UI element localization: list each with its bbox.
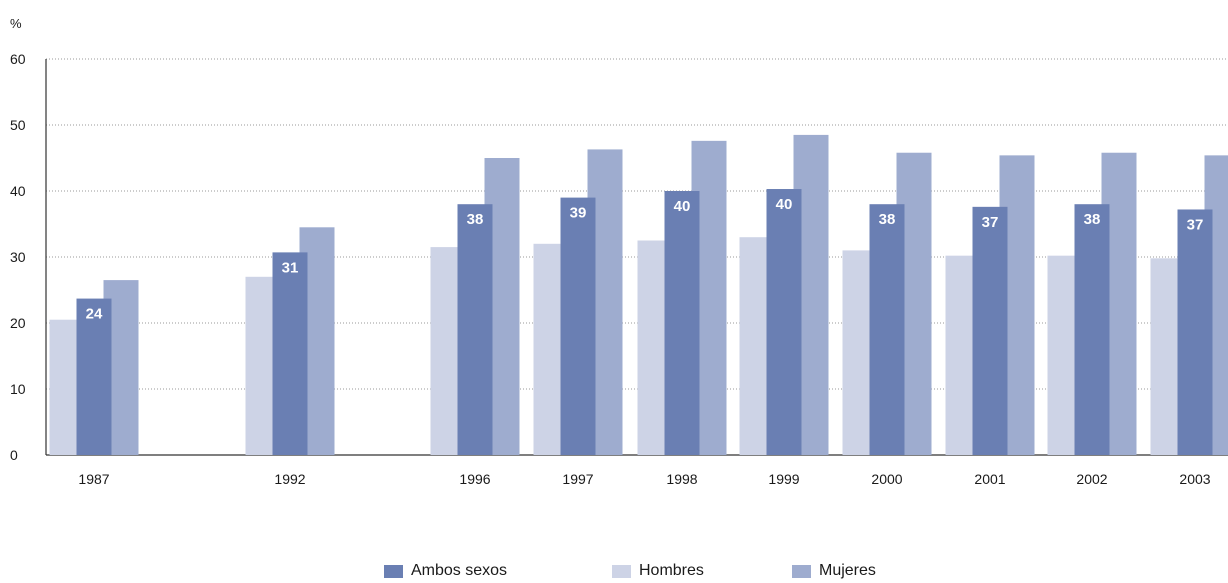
- data-label: 38: [879, 211, 896, 228]
- legend-label-ambos-sexos: Ambos sexos: [411, 562, 508, 579]
- data-label: 38: [467, 211, 484, 228]
- legend-label-mujeres: Mujeres: [819, 562, 876, 579]
- x-tick-label: 1997: [562, 471, 593, 487]
- x-tick-label: 2003: [1179, 471, 1210, 487]
- data-label: 31: [282, 259, 299, 276]
- bar-ambos-sexos: [1074, 204, 1110, 455]
- x-tick-label: 1992: [274, 471, 305, 487]
- data-label: 38: [1084, 211, 1101, 228]
- y-tick-label: 0: [10, 447, 18, 463]
- y-unit-label: %: [10, 16, 22, 31]
- bar-ambos-sexos: [869, 204, 905, 455]
- bar-ambos-sexos: [1177, 209, 1213, 455]
- legend: Ambos sexos Hombres Mujeres: [0, 560, 1228, 582]
- x-tick-label: 1996: [459, 471, 490, 487]
- data-label: 24: [86, 306, 103, 323]
- bar-ambos-sexos: [457, 204, 493, 455]
- data-label: 40: [674, 198, 691, 215]
- legend-item-mujeres: Mujeres: [792, 560, 876, 582]
- data-label: 37: [1187, 216, 1204, 233]
- bar-ambos-sexos: [766, 189, 802, 455]
- y-tick-label: 60: [10, 51, 26, 67]
- bar-ambos-sexos: [972, 206, 1008, 455]
- y-tick-label: 20: [10, 315, 26, 331]
- bar-ambos-sexos: [560, 197, 596, 455]
- legend-swatch-hombres: [612, 564, 631, 578]
- x-tick-label: 2000: [871, 471, 902, 487]
- bar-ambos-sexos: [272, 252, 308, 455]
- legend-swatch-mujeres: [792, 564, 811, 578]
- x-tick-label: 1987: [78, 471, 109, 487]
- legend-item-ambos-sexos: Ambos sexos: [384, 560, 507, 582]
- data-label: 37: [982, 214, 999, 231]
- y-tick-label: 40: [10, 183, 26, 199]
- legend-swatch-ambos-sexos: [384, 564, 403, 578]
- y-tick-label: 30: [10, 249, 26, 265]
- x-tick-label: 1998: [666, 471, 697, 487]
- y-tick-label: 50: [10, 117, 26, 133]
- bar-ambos-sexos: [664, 191, 700, 455]
- legend-item-hombres: Hombres: [612, 560, 704, 582]
- chart-plot: 24 31 38 39 40 40 38 37 38 37 0 10 20 30 40 50 60 1987 1…: [10, 16, 1228, 487]
- x-tick-label: 2002: [1076, 471, 1107, 487]
- x-tick-label: 1999: [768, 471, 799, 487]
- data-label: 40: [776, 196, 793, 213]
- data-label: 39: [570, 205, 587, 222]
- legend-label-hombres: Hombres: [639, 562, 704, 579]
- bar-ambos-sexos: [76, 298, 112, 455]
- y-tick-label: 10: [10, 381, 26, 397]
- x-tick-label: 2001: [974, 471, 1005, 487]
